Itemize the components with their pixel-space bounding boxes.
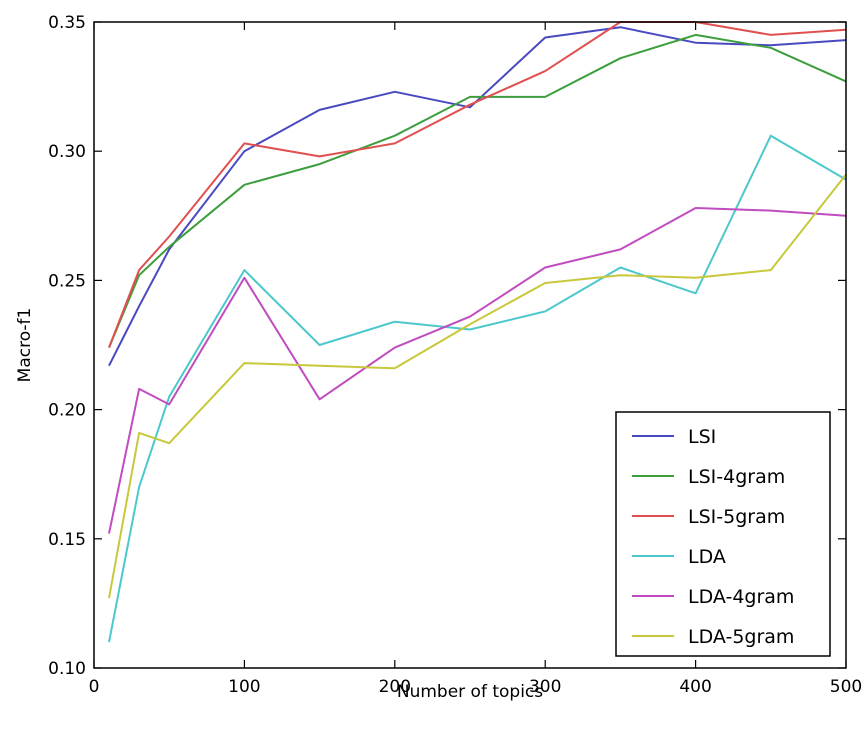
x-tick-label: 500 (830, 677, 862, 697)
series-line-lsi-5gram (108, 21, 847, 348)
x-tick-label: 0 (89, 677, 100, 697)
x-tick-label: 200 (379, 677, 411, 697)
legend-label: LDA (688, 546, 726, 568)
legend-label: LSI-5gram (688, 506, 785, 528)
series-line-lda-5gram (108, 173, 847, 599)
x-axis-label: Number of topics (397, 682, 543, 702)
plot-frame (93, 21, 847, 669)
legend-label: LSI-4gram (688, 466, 785, 488)
x-tick-label: 300 (529, 677, 561, 697)
legend-label: LSI (688, 426, 716, 448)
series-line-lda-4gram (108, 207, 847, 534)
x-tick-label: 100 (228, 677, 260, 697)
y-tick-label: 0.10 (48, 659, 86, 679)
y-tick-label: 0.35 (48, 13, 86, 33)
x-tick-label: 400 (679, 677, 711, 697)
y-tick-label: 0.15 (48, 530, 86, 550)
series-line-lda (108, 134, 847, 643)
y-axis-label: Macro-f1 (15, 308, 35, 383)
y-tick-label: 0.25 (48, 271, 86, 291)
series-lines (108, 21, 847, 643)
legend-label: LDA-5gram (688, 626, 794, 648)
legend-label: LDA-4gram (688, 586, 794, 608)
y-tick-label: 0.20 (48, 401, 86, 421)
axes: 0 100 200 300 400 500 0.10 0.15 0.20 0.25 0.30 0.35 (48, 13, 862, 697)
series-line-lsi (108, 26, 847, 367)
legend: LSI LSI-4gram LSI-5gram LDA LDA-4gram LDA-5gr… (615, 411, 831, 657)
series-line-lsi-4gram (108, 33, 847, 348)
y-tick-label: 0.30 (48, 142, 86, 162)
legend-box (615, 411, 831, 657)
